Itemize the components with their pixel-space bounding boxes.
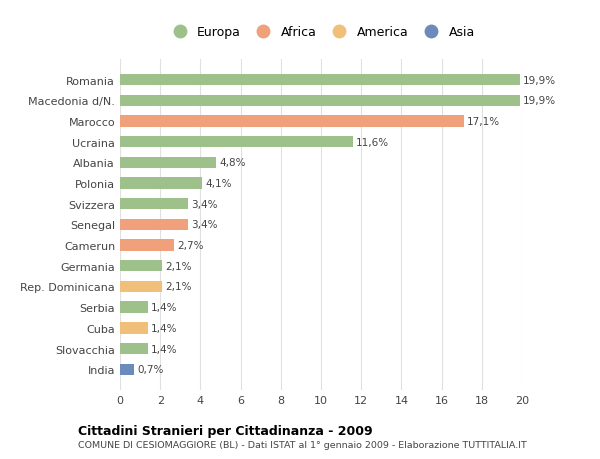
Text: 19,9%: 19,9% (523, 75, 556, 85)
Bar (120, 116, 464, 127)
Bar (120, 323, 148, 334)
Bar (120, 261, 162, 272)
Bar (120, 199, 188, 210)
Text: 4,1%: 4,1% (205, 179, 232, 189)
Bar (120, 364, 134, 375)
Text: 19,9%: 19,9% (523, 96, 556, 106)
Bar (120, 240, 174, 251)
Bar (120, 75, 520, 86)
Bar (120, 281, 162, 292)
Text: Cittadini Stranieri per Cittadinanza - 2009: Cittadini Stranieri per Cittadinanza - 2… (78, 424, 373, 437)
Bar (120, 219, 188, 230)
Text: 11,6%: 11,6% (356, 137, 389, 147)
Text: 3,4%: 3,4% (191, 199, 218, 209)
Bar (120, 137, 353, 148)
Bar (120, 157, 217, 168)
Text: 2,1%: 2,1% (165, 261, 192, 271)
Text: 1,4%: 1,4% (151, 323, 178, 333)
Bar (120, 343, 148, 354)
Text: 1,4%: 1,4% (151, 344, 178, 354)
Text: 3,4%: 3,4% (191, 220, 218, 230)
Text: COMUNE DI CESIOMAGGIORE (BL) - Dati ISTAT al 1° gennaio 2009 - Elaborazione TUTT: COMUNE DI CESIOMAGGIORE (BL) - Dati ISTA… (78, 441, 527, 449)
Text: 1,4%: 1,4% (151, 302, 178, 313)
Text: 2,7%: 2,7% (177, 241, 204, 251)
Text: 2,1%: 2,1% (165, 282, 192, 292)
Legend: Europa, Africa, America, Asia: Europa, Africa, America, Asia (167, 26, 475, 39)
Text: 0,7%: 0,7% (137, 364, 163, 375)
Text: 17,1%: 17,1% (467, 117, 500, 127)
Bar (120, 95, 520, 106)
Text: 4,8%: 4,8% (220, 158, 246, 168)
Bar (120, 302, 148, 313)
Bar (120, 178, 202, 189)
